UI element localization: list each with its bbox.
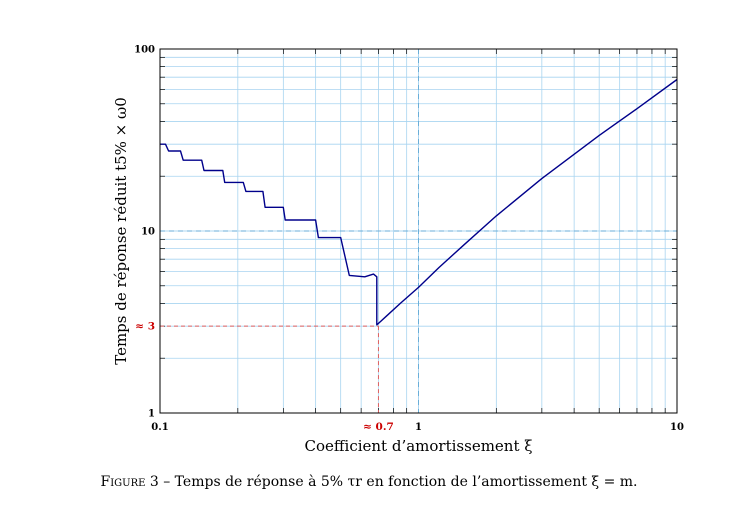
annotation-lines bbox=[160, 325, 379, 413]
chart: 0.1 1 10 1 10 100 ≈ 3 ≈ 0.7 Coefficient d’amor… bbox=[112, 45, 684, 456]
annotation-labels: ≈ 3 ≈ 0.7 bbox=[135, 321, 394, 433]
x-tick-label: 0.1 bbox=[151, 422, 168, 433]
annotation-label-y: ≈ 3 bbox=[135, 321, 155, 333]
y-tick-label: 10 bbox=[141, 227, 155, 238]
reference-lines bbox=[160, 49, 677, 413]
y-tick-label: 1 bbox=[148, 409, 155, 420]
series-group bbox=[160, 78, 678, 326]
figure-caption: Figure 3 – Temps de réponse à 5% τr en f… bbox=[0, 474, 738, 490]
x-axis-label: Coefficient d’amortissement ξ bbox=[304, 437, 532, 455]
tick-labels: 0.1 1 10 1 10 100 bbox=[134, 45, 684, 434]
caption-text: Temps de réponse à 5% τr en fonction de … bbox=[174, 474, 638, 490]
plot-frame bbox=[159, 48, 678, 414]
annotation-label-x: ≈ 0.7 bbox=[363, 421, 394, 433]
x-tick-label: 10 bbox=[670, 422, 684, 433]
series-line bbox=[160, 78, 678, 326]
y-axis-label: Temps de réponse réduit t5% × ω0 bbox=[112, 97, 130, 365]
x-tick-label: 1 bbox=[415, 422, 422, 433]
figure-label: Figure 3 – bbox=[100, 474, 171, 490]
y-tick-label: 100 bbox=[134, 45, 155, 56]
